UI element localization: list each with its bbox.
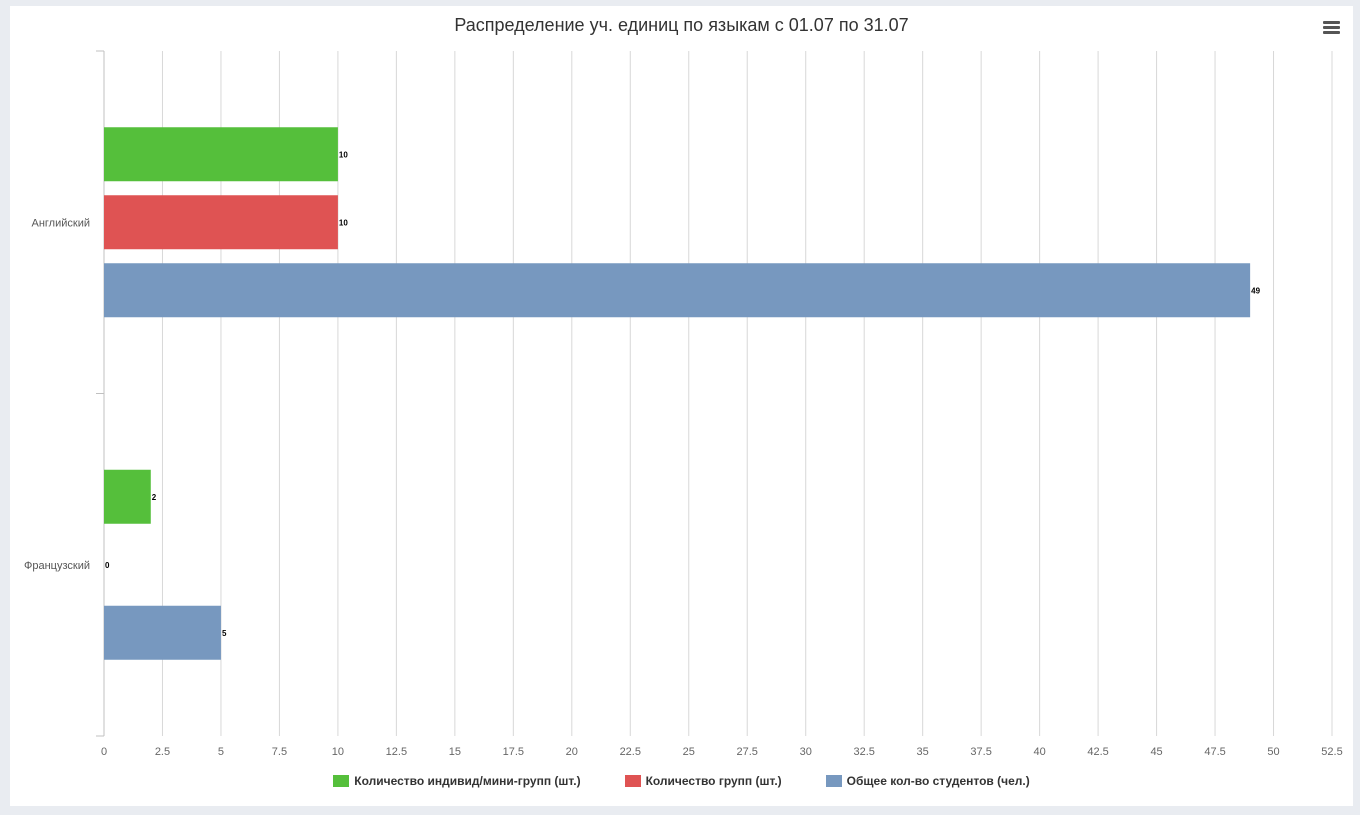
category-label: Английский bbox=[32, 217, 91, 229]
legend-item[interactable]: Общее кол-во студентов (чел.) bbox=[825, 774, 1030, 788]
x-tick-label: 5 bbox=[218, 746, 224, 758]
x-tick-label: 0 bbox=[101, 746, 107, 758]
legend-item[interactable]: Количество групп (шт.) bbox=[624, 774, 782, 788]
x-tick-label: 50 bbox=[1267, 746, 1279, 758]
hamburger-menu-icon[interactable] bbox=[1323, 21, 1340, 35]
x-tick-label: 2.5 bbox=[155, 746, 170, 758]
chart-legend: Количество индивид/мини-групп (шт.) Колич… bbox=[10, 774, 1353, 788]
bar bbox=[104, 605, 221, 660]
legend-swatch bbox=[624, 775, 641, 787]
x-tick-label: 42.5 bbox=[1087, 746, 1108, 758]
x-tick-label: 47.5 bbox=[1204, 746, 1225, 758]
x-tick-label: 37.5 bbox=[970, 746, 991, 758]
bar bbox=[104, 469, 151, 524]
chart-title: Распределение уч. единиц по языкам с 01.… bbox=[454, 15, 909, 35]
bar-chart: 0 2.5 5 7.5 10 12.5 15 17.5 20 22.5 25 27.5 30 32.5 35… bbox=[24, 50, 1343, 758]
legend-swatch bbox=[825, 775, 842, 787]
x-tick-label: 35 bbox=[917, 746, 929, 758]
data-label: 0 bbox=[105, 561, 110, 570]
legend-label: Количество групп (шт.) bbox=[645, 774, 782, 788]
x-tick-label: 22.5 bbox=[620, 746, 641, 758]
x-tick-label: 25 bbox=[683, 746, 695, 758]
bar bbox=[104, 263, 1251, 318]
x-tick-label: 32.5 bbox=[853, 746, 874, 758]
x-tick-label: 12.5 bbox=[386, 746, 407, 758]
data-label: 2 bbox=[152, 493, 157, 502]
x-tick-label: 20 bbox=[566, 746, 578, 758]
x-tick-label: 7.5 bbox=[272, 746, 287, 758]
data-label: 5 bbox=[222, 629, 227, 638]
category-label: Французский bbox=[24, 560, 90, 572]
x-tick-label: 15 bbox=[449, 746, 461, 758]
data-label: 49 bbox=[1251, 286, 1260, 295]
data-label: 10 bbox=[339, 150, 348, 159]
legend-label: Количество индивид/мини-групп (шт.) bbox=[354, 774, 581, 788]
x-tick-label: 30 bbox=[800, 746, 812, 758]
legend-label: Общее кол-во студентов (чел.) bbox=[846, 774, 1030, 788]
x-tick-label: 52.5 bbox=[1321, 746, 1342, 758]
legend-swatch bbox=[333, 775, 350, 787]
bar bbox=[104, 127, 338, 182]
bar bbox=[104, 195, 338, 250]
x-tick-label: 40 bbox=[1033, 746, 1045, 758]
data-label: 10 bbox=[339, 218, 348, 227]
chart-panel: Распределение уч. единиц по языкам с 01.… bbox=[10, 6, 1353, 806]
x-tick-label: 17.5 bbox=[503, 746, 524, 758]
x-tick-label: 10 bbox=[332, 746, 344, 758]
legend-item[interactable]: Количество индивид/мини-групп (шт.) bbox=[333, 774, 581, 788]
x-tick-label: 45 bbox=[1150, 746, 1162, 758]
x-tick-label: 27.5 bbox=[737, 746, 758, 758]
